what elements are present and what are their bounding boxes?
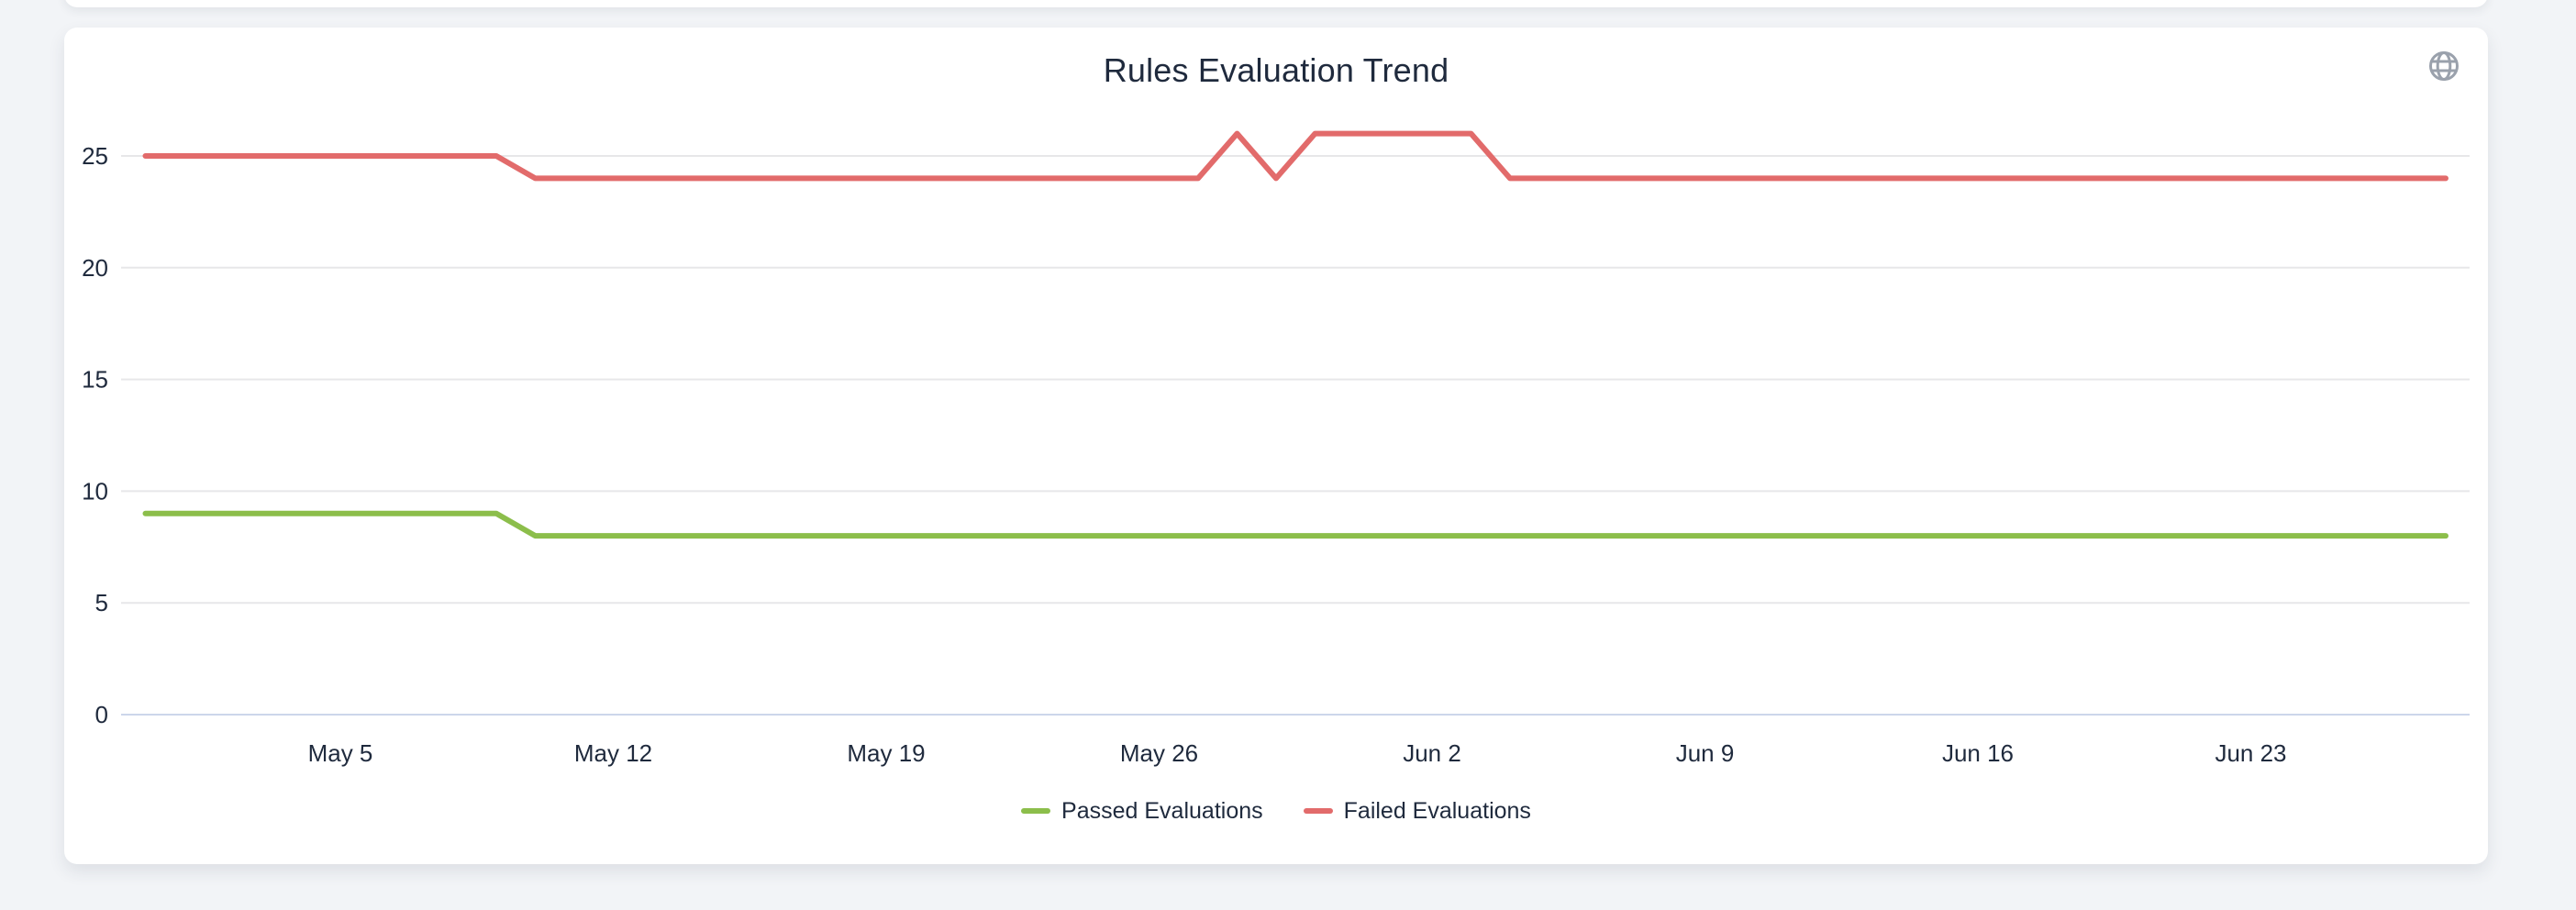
legend-label-passed: Passed Evaluations: [1061, 797, 1263, 824]
globe-icon[interactable]: [2426, 48, 2462, 84]
x-axis-label-may-26: May 26: [1120, 739, 1198, 767]
x-axis-label-jun-23: Jun 23: [2215, 739, 2286, 767]
series-line-failed-evaluations[interactable]: [142, 130, 2448, 182]
legend-item-passed-evaluations[interactable]: Passed Evaluations: [1021, 798, 1263, 825]
x-axis-label-may-5: May 5: [308, 739, 373, 767]
y-axis-label-10: 10: [82, 477, 108, 505]
x-axis-label-may-12: May 12: [574, 739, 652, 767]
globe-icon-glyph: [2429, 51, 2459, 81]
series-line-passed-evaluations[interactable]: [142, 510, 2448, 539]
previous-card-bottom-edge: [64, 0, 2488, 7]
y-axis-label-25: 25: [82, 142, 108, 170]
y-axis-label-5: 5: [95, 589, 108, 616]
y-axis-label-15: 15: [82, 366, 108, 394]
x-axis-label-jun-2: Jun 2: [1403, 739, 1461, 767]
legend-item-failed-evaluations[interactable]: Failed Evaluations: [1303, 797, 1531, 825]
legend-label-failed: Failed Evaluations: [1343, 797, 1531, 824]
y-axis-label-20: 20: [82, 254, 108, 282]
y-axis-label-0: 0: [95, 701, 108, 728]
rules-evaluation-trend-line-chart: 0 5 10 15 20 25 May 5 May 12 May 19 May 26 Jun 2 Ju…: [82, 130, 2470, 767]
legend-marker-failed: [1303, 808, 1333, 814]
rules-evaluation-trend-card: Rules Evaluation Trend 0 5 10 15 20 25 May 5 Ma…: [64, 28, 2488, 864]
legend-marker-passed: [1021, 808, 1051, 814]
x-axis-label-jun-16: Jun 16: [1942, 739, 2014, 767]
chart-title: Rules Evaluation Trend: [1103, 51, 1449, 89]
chart-legend: Passed Evaluations Failed Evaluations: [64, 791, 2488, 831]
x-axis-label-jun-9: Jun 9: [1676, 739, 1735, 767]
x-axis-label-may-19: May 19: [847, 739, 925, 767]
